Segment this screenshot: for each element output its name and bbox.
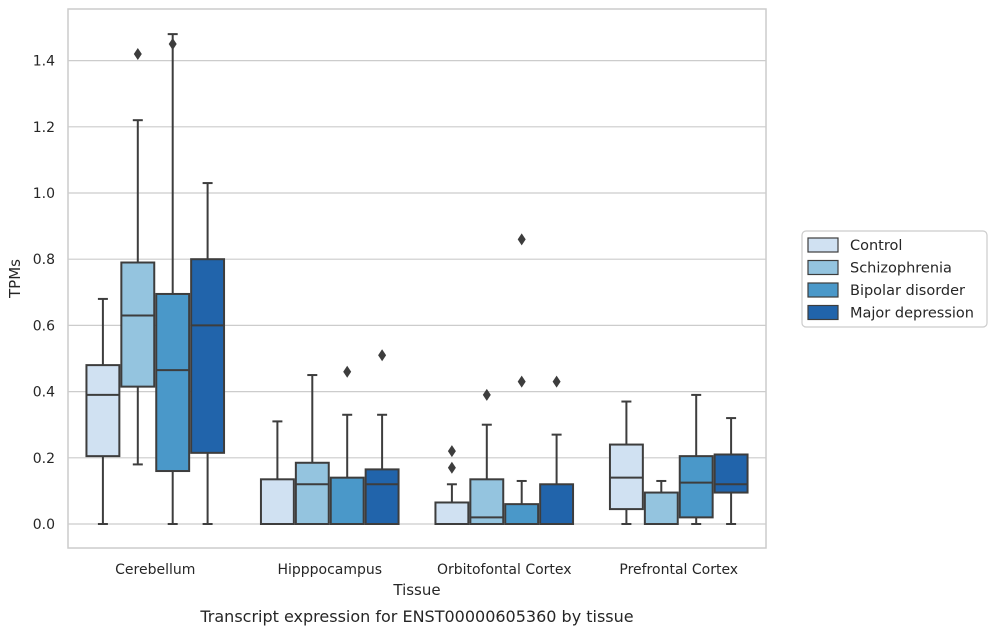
- legend-label: Bipolar disorder: [850, 283, 965, 299]
- box-schizophrenia: [294, 374, 330, 526]
- y-tick-label: 1.4: [33, 54, 55, 70]
- x-tick-label: Cerebellum: [115, 562, 195, 578]
- legend-swatch: [807, 304, 839, 321]
- y-tick-label: 0.4: [33, 385, 55, 401]
- box-bipolar-disorder: [678, 393, 714, 525]
- x-tick-label: Hipppocampus: [277, 562, 382, 578]
- legend-label: Schizophrenia: [850, 261, 952, 277]
- box-major-depression: [539, 375, 575, 525]
- box-iqr: [329, 476, 365, 526]
- box-control: [434, 445, 470, 525]
- box-control: [85, 297, 121, 525]
- y-tick-label: 1.0: [33, 186, 55, 202]
- outlier-marker: [482, 388, 491, 401]
- box-groups: [85, 33, 749, 526]
- box-bipolar-disorder: [504, 233, 540, 526]
- legend-label: Control: [850, 238, 902, 254]
- chart-caption: Transcript expression for ENST0000060536…: [199, 607, 633, 626]
- y-tick-label: 0.6: [33, 318, 55, 334]
- category-group: [85, 33, 226, 525]
- box-iqr: [294, 461, 330, 526]
- box-schizophrenia: [643, 479, 679, 525]
- outlier-marker: [168, 38, 177, 51]
- box-schizophrenia: [469, 388, 505, 526]
- box-iqr: [539, 483, 575, 525]
- box-bipolar-disorder: [329, 365, 365, 526]
- box-schizophrenia: [120, 47, 156, 466]
- x-tick-labels: Cerebellum Hipppocampus Orbitofontal Corte…: [115, 562, 738, 578]
- outlier-marker: [517, 375, 526, 388]
- box-major-depression: [190, 182, 226, 525]
- box-iqr: [120, 261, 156, 388]
- box-iqr: [364, 468, 400, 526]
- outlier-marker: [447, 461, 456, 474]
- legend-swatch: [807, 237, 839, 253]
- y-tick-label: 0.8: [33, 252, 55, 268]
- box-major-depression: [364, 349, 400, 526]
- box-iqr: [85, 364, 121, 458]
- legend-frame: [801, 230, 988, 328]
- x-axis-label: Tissue: [392, 581, 440, 599]
- y-tick-label: 0.2: [33, 451, 55, 467]
- y-tick-labels: 0.0 0.2 0.4 0.6 0.8 1.0 1.2 1.4: [33, 54, 55, 533]
- y-tick-label: 1.2: [33, 120, 55, 136]
- legend-swatch: [807, 282, 839, 298]
- outlier-marker: [343, 365, 352, 378]
- outlier-marker: [447, 445, 456, 458]
- box-iqr: [259, 478, 295, 526]
- y-tick-label: 0.0: [33, 517, 55, 533]
- box-iqr: [643, 491, 679, 525]
- outlier-marker: [378, 349, 387, 362]
- x-tick-label: Prefrontal Cortex: [619, 562, 738, 578]
- outlier-marker: [133, 47, 142, 60]
- box-iqr: [504, 503, 540, 526]
- box-control: [259, 420, 295, 526]
- category-group: [434, 233, 575, 526]
- outlier-marker: [552, 375, 561, 388]
- box-iqr: [713, 453, 749, 494]
- box-iqr: [678, 455, 714, 519]
- legend-swatch: [807, 259, 839, 276]
- box-major-depression: [713, 417, 749, 525]
- category-group: [259, 349, 400, 526]
- y-axis-label: TPMs: [6, 259, 24, 299]
- box-bipolar-disorder: [155, 33, 191, 525]
- x-tick-label: Orbitofontal Cortex: [437, 562, 572, 578]
- box-iqr: [434, 501, 470, 525]
- category-group: [608, 393, 749, 525]
- box-iqr: [190, 258, 226, 454]
- outlier-marker: [517, 233, 526, 246]
- box-control: [608, 400, 644, 525]
- box-iqr: [155, 292, 191, 473]
- legend-label: Major depression: [850, 306, 974, 322]
- legend: Control Schizophrenia Bipolar disorder Majo…: [801, 230, 988, 328]
- plot-frame: [67, 8, 767, 549]
